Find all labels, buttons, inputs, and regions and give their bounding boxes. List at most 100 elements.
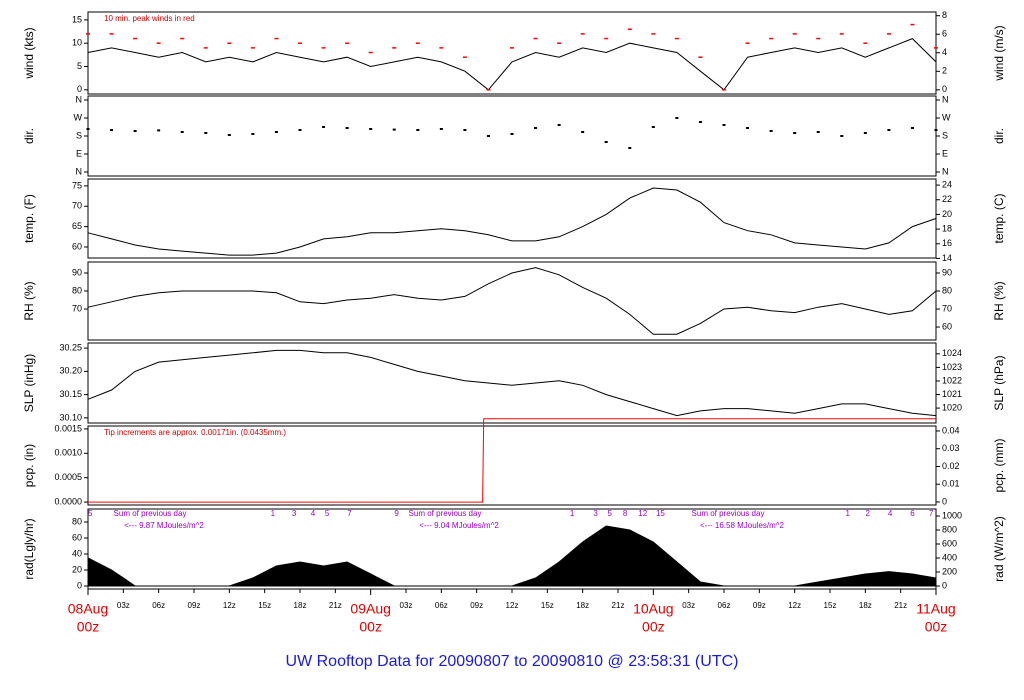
y2-tick-label: N xyxy=(942,166,949,176)
y2-tick-label: 1024 xyxy=(942,348,962,358)
panel-frame xyxy=(87,425,937,506)
note-text: <--- 9.87 MJoules/m^2 xyxy=(124,521,204,530)
y2-tick-label: E xyxy=(942,148,948,158)
hour-marker: 5 xyxy=(608,509,613,518)
hour-marker: 5 xyxy=(325,509,330,518)
y2-tick-label: 80 xyxy=(942,285,952,295)
x-tick-label: 18z xyxy=(576,601,589,610)
y2-tick-label: 0 xyxy=(942,84,947,94)
hour-marker: 2 xyxy=(865,509,870,518)
y2-axis-label: RH (%) xyxy=(992,281,1006,320)
y2-tick-label: 18 xyxy=(942,223,952,233)
point xyxy=(322,126,326,128)
y-tick-label: 0.0000 xyxy=(54,496,82,506)
point xyxy=(439,128,443,130)
x-date-label: 11Aug xyxy=(916,601,955,617)
note-text: <--- 9.04 MJoules/m^2 xyxy=(419,521,499,530)
y-tick-label: 75 xyxy=(72,180,82,190)
y-tick-label: N xyxy=(76,166,83,176)
x-tick-label: 12z xyxy=(506,601,519,610)
area xyxy=(87,525,937,587)
point xyxy=(180,131,184,133)
x-date-label: 10Aug xyxy=(633,601,673,617)
hour-marker: 1 xyxy=(845,509,850,518)
y-tick-label: 30.10 xyxy=(59,412,82,422)
y2-tick-label: 800 xyxy=(942,524,957,534)
y-tick-label: 80 xyxy=(72,516,82,526)
point xyxy=(910,127,914,129)
y2-tick-label: 200 xyxy=(942,566,957,576)
point xyxy=(746,127,750,129)
annotation: Tip increments are approx. 0.00171in. (0… xyxy=(104,428,286,437)
point xyxy=(840,135,844,137)
x-tick-label: 09z xyxy=(753,601,766,610)
y-axis-label: pcp. (in) xyxy=(22,444,36,487)
point xyxy=(369,128,373,130)
panel-frame xyxy=(87,95,937,177)
y2-tick-label: 14 xyxy=(942,253,952,263)
line xyxy=(88,418,936,503)
x-tick-label: 21z xyxy=(894,601,907,610)
x-tick-label: 12z xyxy=(788,601,801,610)
x-hour-label: 00z xyxy=(359,619,382,635)
y-tick-label: 0.0015 xyxy=(54,423,82,433)
y-tick-label: 0.0010 xyxy=(54,448,82,458)
point xyxy=(133,130,137,132)
hour-marker: 4 xyxy=(888,509,893,518)
y2-tick-label: 400 xyxy=(942,552,957,562)
y2-tick-label: 0.02 xyxy=(942,461,960,471)
point xyxy=(557,124,561,126)
hour-marker: 6 xyxy=(910,509,915,518)
y2-tick-label: S xyxy=(942,130,948,140)
y2-tick-label: 22 xyxy=(942,194,952,204)
y-tick-label: 30.25 xyxy=(59,342,82,352)
y2-tick-label: 2 xyxy=(942,66,947,76)
x-tick-label: 15z xyxy=(824,601,837,610)
hour-marker: 8 xyxy=(623,509,628,518)
point xyxy=(486,135,490,137)
point xyxy=(392,128,396,131)
y2-tick-label: 0.03 xyxy=(942,443,960,453)
y2-tick-label: W xyxy=(942,112,951,122)
panel-frame xyxy=(87,508,937,590)
y2-tick-label: 1000 xyxy=(942,510,962,520)
point xyxy=(863,132,867,134)
point xyxy=(510,133,514,135)
y2-tick-label: 0.04 xyxy=(942,425,960,435)
hour-marker: 12 xyxy=(638,509,647,518)
y2-tick-label: 0 xyxy=(942,496,947,506)
y-tick-label: 5 xyxy=(77,61,82,71)
y-axis-label: temp. (F) xyxy=(22,194,36,243)
x-tick-label: 03z xyxy=(400,601,413,610)
x-tick-label: 21z xyxy=(612,601,625,610)
x-tick-label: 15z xyxy=(258,601,271,610)
y2-axis-label: temp. (C) xyxy=(992,193,1006,243)
y-tick-label: 90 xyxy=(72,267,82,277)
point xyxy=(534,127,538,129)
x-tick-label: 03z xyxy=(682,601,695,610)
y-tick-label: 40 xyxy=(72,548,82,558)
point xyxy=(887,129,891,131)
hour-marker: 9 xyxy=(394,509,399,518)
y-tick-label: 60 xyxy=(72,532,82,542)
y-tick-label: 0 xyxy=(77,84,82,94)
y-tick-label: W xyxy=(74,112,83,122)
x-hour-label: 00z xyxy=(925,619,948,635)
hour-marker: 15 xyxy=(656,509,665,518)
chart-title: UW Rooftop Data for 20090807 to 20090810… xyxy=(286,653,739,670)
x-tick-label: 21z xyxy=(329,601,342,610)
y-tick-label: 80 xyxy=(72,285,82,295)
point xyxy=(345,127,349,129)
note-text: <--- 16.58 MJoules/m^2 xyxy=(700,521,785,530)
y2-tick-label: 70 xyxy=(942,303,952,313)
x-hour-label: 00z xyxy=(77,619,100,635)
point xyxy=(86,128,90,130)
point xyxy=(628,147,632,149)
y-tick-label: N xyxy=(76,94,83,104)
y-tick-label: 30.15 xyxy=(59,389,82,399)
point xyxy=(651,126,655,128)
y2-axis-label: pcp. (mm) xyxy=(992,438,1006,492)
y-tick-label: 70 xyxy=(72,201,82,211)
panel-frame xyxy=(87,261,937,341)
